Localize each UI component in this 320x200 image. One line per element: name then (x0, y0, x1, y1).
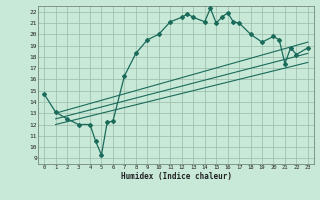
X-axis label: Humidex (Indice chaleur): Humidex (Indice chaleur) (121, 172, 231, 181)
